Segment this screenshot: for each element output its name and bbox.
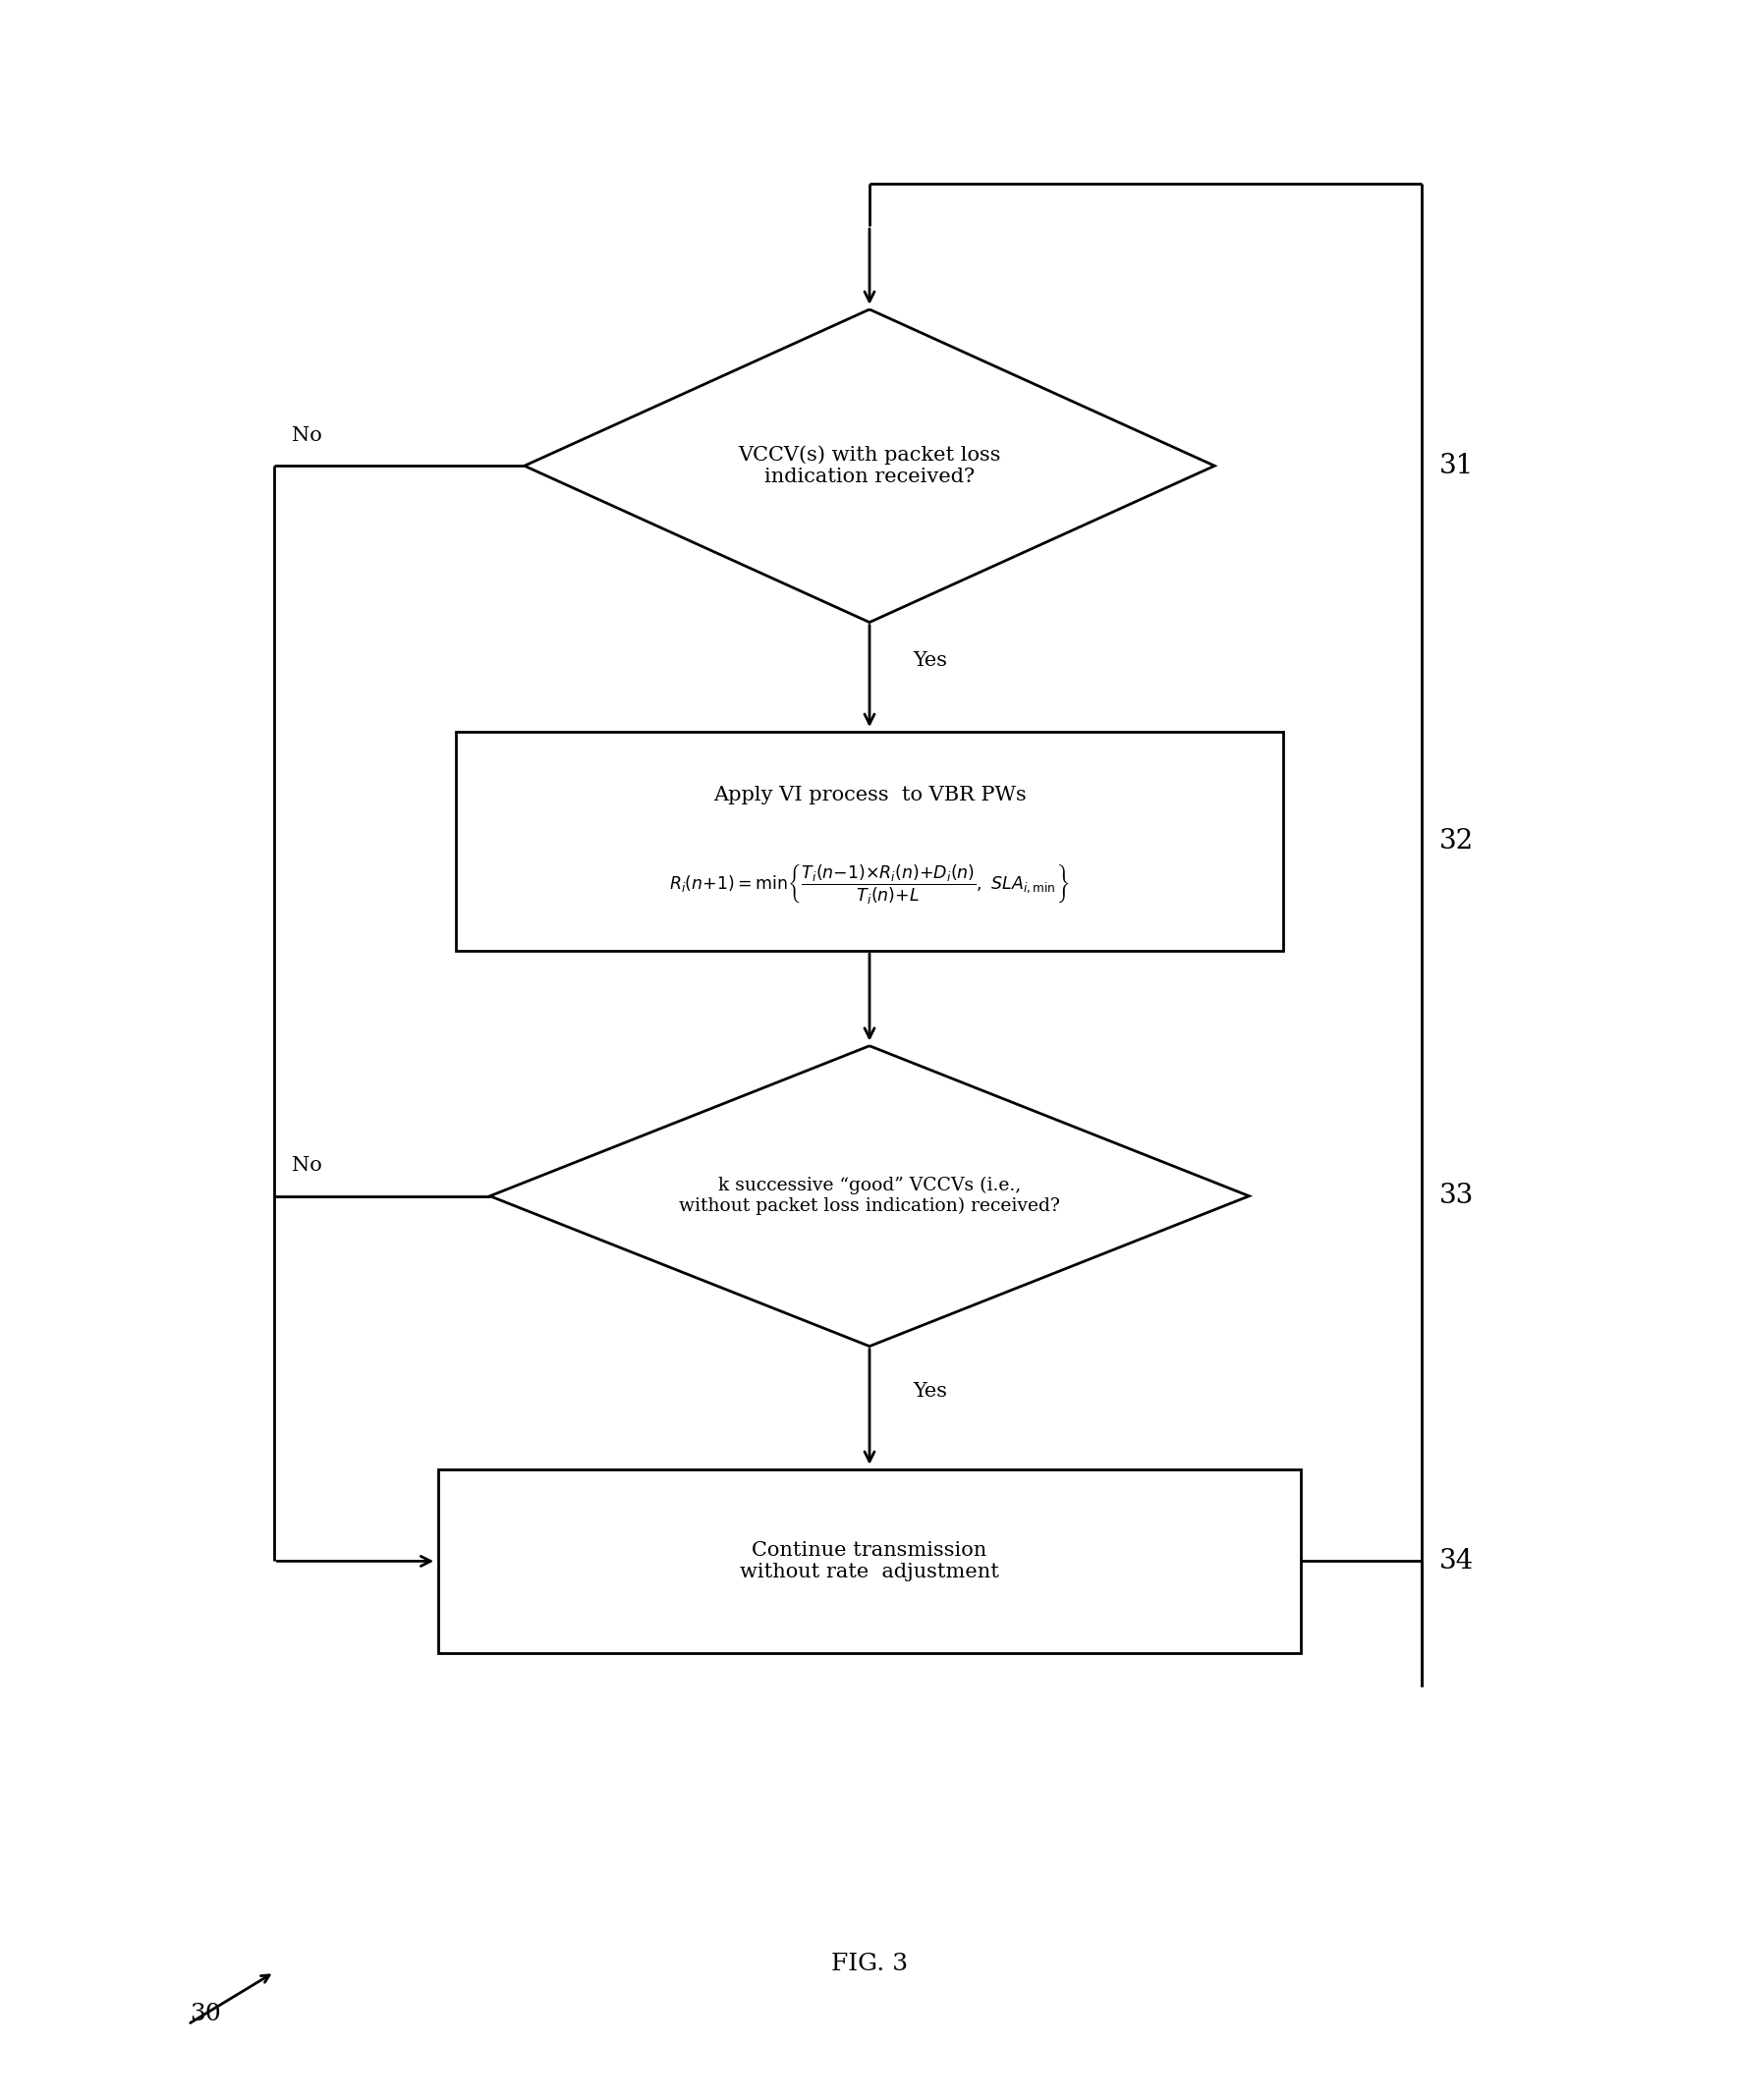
- Text: No: No: [292, 426, 322, 445]
- Text: No: No: [292, 1157, 322, 1176]
- Text: 34: 34: [1438, 1548, 1473, 1575]
- Text: k successive “good” VCCVs (i.e.,
without packet loss indication) received?: k successive “good” VCCVs (i.e., without…: [678, 1176, 1061, 1216]
- Text: FIG. 3: FIG. 3: [831, 1953, 908, 1976]
- Text: Continue transmission
without rate  adjustment: Continue transmission without rate adjus…: [739, 1541, 1000, 1581]
- Text: Yes: Yes: [913, 651, 948, 670]
- Text: 30: 30: [190, 2003, 221, 2024]
- Text: Yes: Yes: [913, 1382, 948, 1401]
- Text: 32: 32: [1438, 827, 1473, 855]
- Text: 31: 31: [1438, 454, 1473, 479]
- Text: $R_i(n{+}1) = \min\left\{\dfrac{T_i(n{-}1){\times}R_i(n){+}D_i(n)}{T_i(n){+}L},\: $R_i(n{+}1) = \min\left\{\dfrac{T_i(n{-}…: [670, 861, 1069, 905]
- Bar: [456, 731, 1283, 951]
- Text: Apply VI process  to VBR PWs: Apply VI process to VBR PWs: [713, 785, 1026, 804]
- Text: 33: 33: [1438, 1182, 1473, 1210]
- Bar: [438, 1470, 1301, 1653]
- Text: VCCV(s) with packet loss
indication received?: VCCV(s) with packet loss indication rece…: [737, 445, 1002, 487]
